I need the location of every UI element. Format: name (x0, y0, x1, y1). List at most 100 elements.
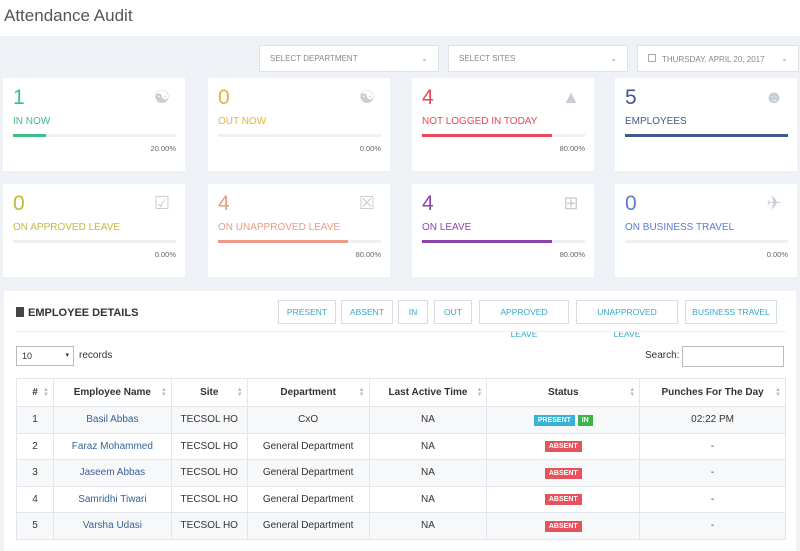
department-cell: CxO (246, 406, 370, 434)
page-length-select[interactable]: 10 ▾ (16, 346, 74, 366)
sites-select-value: SELECT SITES (459, 54, 516, 63)
page-title: Attendance Audit (4, 6, 133, 25)
last-active-cell: NA (368, 512, 488, 540)
stat-progress-bar (218, 240, 381, 243)
sort-icon: ▲ ▼ (629, 387, 636, 398)
warning-icon: ▲ (562, 87, 580, 107)
table-header-row: # ▲ ▼ Employee Name ▲ ▼ Site ▲ ▼ Department ▲ ▼ … (16, 378, 786, 407)
column-header-num[interactable]: # ▲ ▼ (16, 378, 54, 407)
stat-card-in-now[interactable]: 1 IN NOW ☯ 20.00% (3, 78, 185, 171)
status-cell: PRESENT IN (486, 406, 641, 434)
user-icon: ☯ (153, 87, 171, 107)
stat-progress-fill (422, 134, 553, 137)
calendar-plus-icon: ⊞ (563, 193, 579, 213)
row-number: 3 (16, 459, 54, 487)
filter-present-button[interactable]: PRESENT (278, 300, 336, 324)
column-header-department[interactable]: Department ▲ ▼ (246, 378, 370, 407)
department-select-value: SELECT DEPARTMENT (270, 54, 358, 63)
status-cell: ABSENT (486, 459, 641, 487)
stat-label: NOT LOGGED IN TODAY (422, 116, 538, 127)
department-cell: General Department (246, 485, 370, 513)
punches-cell: - (639, 459, 786, 487)
stat-value: 0 (218, 86, 230, 109)
stat-percent: 0.00% (766, 250, 788, 259)
calendar-check-icon: ☑ (153, 193, 171, 213)
department-cell: General Department (246, 512, 370, 540)
employee-name-link[interactable]: Basil Abbas (52, 406, 172, 434)
column-header-site[interactable]: Site ▲ ▼ (170, 378, 248, 407)
sites-select[interactable]: SELECT SITES ⌄ (448, 45, 628, 72)
employee-details-title: EMPLOYEE DETAILS (16, 307, 138, 319)
stat-percent: 0.00% (154, 250, 176, 259)
last-active-cell: NA (368, 485, 488, 513)
stat-progress-bar (13, 134, 176, 137)
filter-approved-leave-button[interactable]: APPROVED LEAVE (479, 300, 569, 339)
filter-unapproved-leave-button[interactable]: UNAPPROVED LEAVE (576, 300, 678, 339)
chevron-down-icon: ⌄ (421, 54, 428, 63)
column-header-name[interactable]: Employee Name ▲ ▼ (52, 378, 172, 407)
column-label: Status (547, 387, 579, 398)
status-badge: IN (577, 414, 593, 426)
column-label: # (32, 387, 38, 398)
date-picker-value: THURSDAY, APRIL 20, 2017 (662, 54, 765, 64)
column-label: Punches For The Day (661, 387, 764, 398)
column-header-punches[interactable]: Punches For The Day ▲ ▼ (639, 378, 786, 407)
column-label: Employee Name (73, 387, 151, 398)
stat-label: ON APPROVED LEAVE (13, 222, 121, 233)
row-number: 4 (16, 485, 54, 513)
sort-icon: ▲ ▼ (160, 387, 167, 398)
date-picker[interactable]: THURSDAY, APRIL 20, 2017 ⌄ (637, 45, 799, 72)
sort-icon: ▲ ▼ (775, 387, 781, 398)
department-cell: General Department (246, 432, 370, 460)
stat-value: 4 (422, 192, 434, 215)
sort-icon: ▲ ▼ (42, 387, 49, 398)
employee-table: # ▲ ▼ Employee Name ▲ ▼ Site ▲ ▼ Department ▲ ▼ … (16, 378, 786, 540)
stat-label: OUT NOW (218, 116, 267, 127)
employee-name-link[interactable]: Jaseem Abbas (52, 459, 172, 487)
sort-icon: ▲ ▼ (358, 387, 365, 398)
stat-progress-bar (13, 240, 176, 243)
stat-card-out-now[interactable]: 0 OUT NOW ☯ 0.00% (208, 78, 390, 171)
column-header-status[interactable]: Status ▲ ▼ (486, 378, 641, 407)
chevron-down-icon: ⌄ (610, 54, 617, 63)
row-number: 5 (16, 512, 54, 540)
stat-progress-bar (625, 134, 788, 137)
last-active-cell: NA (368, 406, 488, 434)
stat-card-unapproved-leave[interactable]: 4 ON UNAPPROVED LEAVE ☒ 80.00% (208, 184, 390, 277)
column-header-last-active[interactable]: Last Active Time ▲ ▼ (368, 378, 488, 407)
employee-name-link[interactable]: Varsha Udasi (52, 512, 172, 540)
stat-card-employees[interactable]: 5 EMPLOYEES ☻ (615, 78, 797, 171)
stat-card-approved-leave[interactable]: 0 ON APPROVED LEAVE ☑ 0.00% (3, 184, 185, 277)
search-input[interactable] (682, 346, 784, 367)
employee-name-link[interactable]: Faraz Mohammed (52, 432, 172, 460)
status-cell: ABSENT (486, 512, 641, 540)
employee-name-link[interactable]: Samridhi Tiwari (52, 485, 172, 513)
filter-out-button[interactable]: OUT (434, 300, 472, 324)
site-cell: TECSOL HO (170, 406, 248, 434)
column-label: Department (280, 387, 336, 398)
filter-absent-button[interactable]: ABSENT (341, 300, 393, 324)
column-label: Site (200, 387, 219, 398)
calendar-icon (648, 53, 656, 62)
status-cell: ABSENT (486, 432, 641, 460)
stat-card-business-travel[interactable]: 0 ON BUSINESS TRAVEL ✈ 0.00% (615, 184, 797, 277)
department-select[interactable]: SELECT DEPARTMENT ⌄ (259, 45, 439, 72)
table-row: 1 Basil Abbas TECSOL HO CxO NA PRESENT I… (16, 406, 786, 434)
row-number: 1 (16, 406, 54, 434)
last-active-cell: NA (368, 459, 488, 487)
records-label: records (79, 350, 113, 361)
employee-details-panel: EMPLOYEE DETAILS PRESENT ABSENT IN OUT A… (4, 291, 796, 551)
stat-card-not-logged-in[interactable]: 4 NOT LOGGED IN TODAY ▲ 80.00% (412, 78, 594, 171)
filter-in-button[interactable]: IN (398, 300, 428, 324)
table-row: 5 Varsha Udasi TECSOL HO General Departm… (16, 512, 786, 540)
page-length-value: 10 (22, 351, 33, 361)
stat-card-on-leave[interactable]: 4 ON LEAVE ⊞ 80.00% (412, 184, 594, 277)
stat-value: 4 (218, 192, 230, 215)
stat-label: ON BUSINESS TRAVEL (625, 222, 735, 233)
status-cell: ABSENT (486, 485, 641, 513)
stat-percent: 80.00% (355, 250, 381, 259)
filter-business-travel-button[interactable]: BUSINESS TRAVEL (685, 300, 777, 324)
stat-progress-bar (422, 240, 585, 243)
site-cell: TECSOL HO (170, 432, 248, 460)
stat-label: EMPLOYEES (625, 116, 687, 127)
